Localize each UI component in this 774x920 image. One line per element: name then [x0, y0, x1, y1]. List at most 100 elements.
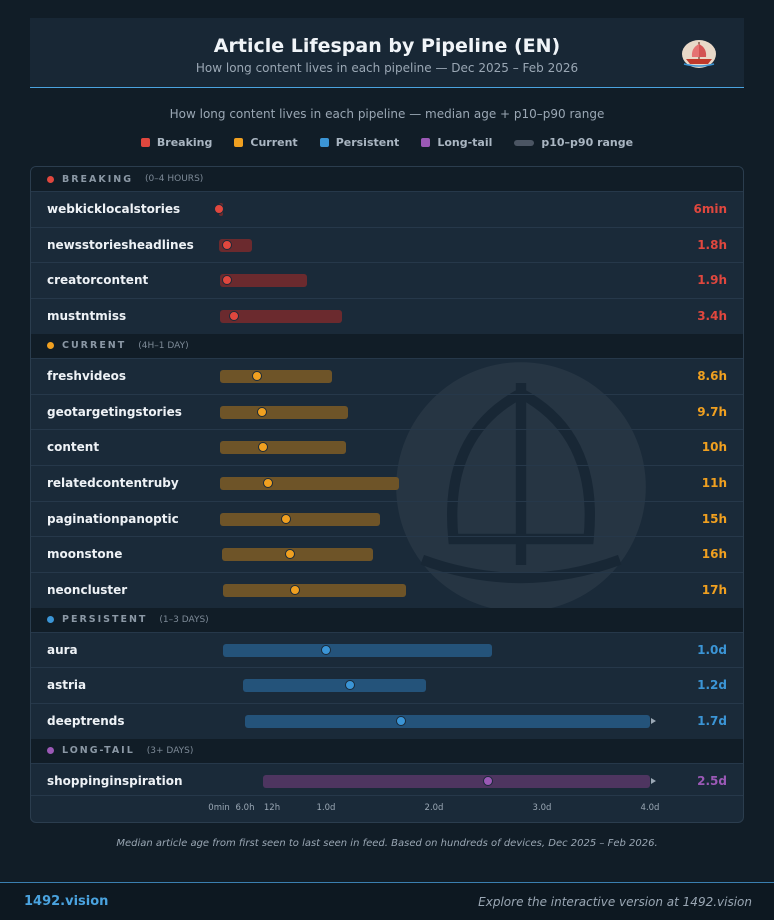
legend-swatch: [421, 138, 431, 147]
pipeline-name: mustntmiss: [47, 309, 127, 324]
pipeline-name: neoncluster: [47, 583, 128, 597]
chart-description: How long content lives in each pipeline …: [169, 107, 605, 121]
x-tick-label: 1.0d: [316, 803, 336, 813]
median-value: 11h: [701, 475, 727, 490]
range-overflow-arrow-icon: [651, 777, 656, 784]
pipeline-row[interactable]: creatorcontent 1.9h: [31, 262, 743, 298]
group-range: (3+ DAYS): [146, 745, 194, 756]
median-marker: [256, 406, 267, 417]
group-header-current: CURRENT (4H–1 DAY): [31, 333, 743, 358]
pipeline-name: astria: [47, 678, 87, 693]
pipeline-row[interactable]: shoppinginspiration 2.5d: [31, 762, 743, 799]
x-tick-label: 4.0d: [640, 803, 660, 813]
legend-swatch: [234, 138, 244, 147]
group-range: (4H–1 DAY): [138, 340, 189, 351]
x-tick-label: 6.0h: [235, 803, 255, 813]
group-range: (1–3 DAYS): [159, 614, 209, 625]
median-marker: [214, 204, 225, 214]
pipeline-row[interactable]: geotargetingstories 9.7h: [31, 393, 743, 430]
x-axis: 0min 6.0h 12h 1.0d 2.0d 3.0d 4.0d: [31, 795, 743, 822]
pipeline-name: geotargetingstories: [47, 404, 182, 419]
legend-swatch: [140, 138, 150, 147]
pipeline-row[interactable]: astria 1.2d: [31, 667, 743, 703]
pipeline-row[interactable]: newsstoriesheadlines 1.8h: [31, 226, 743, 263]
pipeline-name: newsstoriesheadlines: [47, 237, 194, 252]
legend-label: p10–p90 range: [541, 136, 634, 149]
pipeline-row[interactable]: deeptrends 1.7d: [31, 703, 743, 739]
header: Article Lifespan by Pipeline (EN) How lo…: [30, 18, 744, 88]
pipeline-name: paginationpanoptic: [47, 511, 179, 526]
legend-swatch: [319, 138, 329, 147]
pipeline-row[interactable]: webkicklocalstories 6min: [31, 191, 743, 227]
median-value: 9.7h: [697, 404, 727, 419]
x-tick-label: 0min: [208, 803, 230, 813]
page-title: Article Lifespan by Pipeline (EN): [213, 35, 561, 57]
median-value: 1.7d: [697, 714, 727, 729]
median-marker: [285, 549, 295, 560]
group-name: BREAKING: [62, 173, 134, 185]
range-overflow-arrow-icon: [651, 718, 656, 725]
group-header-persistent: PERSISTENT (1–3 DAYS): [31, 607, 743, 632]
legend-range: p10–p90 range: [514, 136, 633, 149]
group-header-breaking: BREAKING (0–4 HOURS): [31, 167, 743, 191]
median-marker: [321, 644, 331, 655]
pipeline-row[interactable]: content 10h: [31, 429, 743, 465]
median-value: 16h: [701, 547, 727, 562]
p10-p90-range-bar: [222, 548, 373, 562]
median-value: 17h: [701, 583, 727, 597]
x-tick-label: 12h: [263, 803, 281, 813]
median-marker: [228, 311, 239, 322]
median-value: 1.9h: [697, 273, 727, 288]
group-name: LONG-TAIL: [62, 745, 135, 757]
median-marker: [222, 275, 233, 286]
p10-p90-range-bar: [223, 584, 407, 597]
median-marker: [258, 442, 268, 453]
median-marker: [221, 239, 232, 250]
chart-panel: 0min 6.0h 12h 1.0d 2.0d 3.0d 4.0d BREAKING (0–4…: [30, 166, 744, 823]
pipeline-name: content: [47, 440, 100, 455]
pipeline-name: webkicklocalstories: [47, 202, 181, 216]
p10-p90-range-bar: [219, 476, 400, 490]
pipeline-name: deeptrends: [47, 714, 125, 729]
legend-breaking: Breaking: [140, 136, 212, 149]
pipeline-name: moonstone: [47, 547, 123, 562]
pipeline-name: aura: [47, 642, 78, 657]
group-dot: [47, 175, 54, 183]
median-marker: [344, 680, 355, 691]
p10-p90-range-bar: [219, 369, 332, 383]
explore-link[interactable]: Explore the interactive version at 1492.…: [478, 895, 752, 909]
p10-p90-range-bar: [219, 274, 308, 288]
pipeline-row[interactable]: neoncluster 17h: [31, 572, 743, 608]
footnote: Median article age from first seen to la…: [116, 838, 658, 849]
median-marker: [251, 370, 262, 381]
pipeline-row[interactable]: mustntmiss 3.4h: [31, 298, 743, 334]
group-name: CURRENT: [62, 340, 127, 352]
p10-p90-range-bar: [245, 715, 650, 729]
pipeline-row[interactable]: relatedcontentruby 11h: [31, 464, 743, 501]
pipeline-row[interactable]: aura 1.0d: [31, 631, 743, 668]
legend: Breaking Current Persistent Long-tail p1…: [0, 136, 774, 149]
pipeline-row[interactable]: freshvideos 8.6h: [31, 357, 743, 394]
p10-p90-range-bar: [223, 643, 493, 657]
p10-p90-range-bar: [219, 441, 346, 455]
median-value: 3.4h: [697, 309, 727, 324]
median-marker: [396, 716, 407, 727]
brand-link[interactable]: 1492.vision: [24, 894, 109, 909]
median-value: 10h: [701, 440, 727, 455]
pipeline-row[interactable]: moonstone 16h: [31, 536, 743, 572]
pipeline-row[interactable]: paginationpanoptic 15h: [31, 500, 743, 537]
ship-logo-icon: [682, 40, 716, 68]
legend-label: Persistent: [335, 136, 400, 149]
group-dot: [47, 342, 54, 350]
median-value: 1.8h: [697, 237, 727, 252]
group-name: PERSISTENT: [62, 614, 148, 626]
legend-persistent: Persistent: [319, 136, 400, 149]
pipeline-name: freshvideos: [47, 368, 127, 383]
legend-current: Current: [234, 136, 298, 149]
page-subtitle: How long content lives in each pipeline …: [195, 61, 579, 75]
median-marker: [262, 477, 273, 488]
median-value: 6min: [693, 202, 727, 216]
median-value: 15h: [701, 511, 727, 526]
median-marker: [289, 585, 300, 595]
ship-watermark-icon: [396, 362, 646, 612]
